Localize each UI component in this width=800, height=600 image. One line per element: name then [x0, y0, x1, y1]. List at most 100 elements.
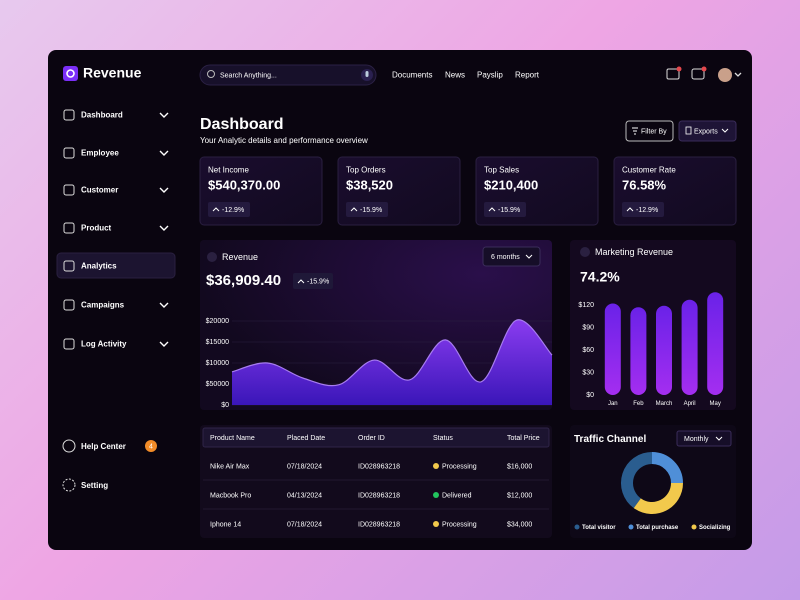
chat-icon[interactable]	[691, 68, 705, 80]
status-dot	[433, 521, 439, 527]
metric-value: $210,400	[484, 177, 538, 192]
metric-label: Net Income	[208, 166, 249, 175]
nav-icon	[63, 147, 75, 159]
traffic-period: Monthly	[684, 436, 709, 443]
traffic-panel	[570, 425, 736, 538]
export-label: Exports	[694, 128, 718, 135]
x-tick-label: May	[710, 401, 721, 407]
traffic-period-button[interactable]	[676, 430, 732, 447]
metric-badge	[346, 202, 388, 217]
logo	[63, 66, 78, 81]
nav-chevron	[159, 187, 169, 193]
page-subtitle: Your Analytic details and performance ov…	[200, 136, 368, 145]
donut-segment	[621, 452, 653, 509]
revenue-change: -15.9%	[307, 278, 329, 285]
y-tick-label: $60	[582, 347, 594, 354]
revenue-total: $36,909.40	[206, 272, 281, 289]
metric-value: $38,520	[346, 177, 393, 192]
mic-icon	[365, 71, 369, 77]
nav-label[interactable]: Analytics	[81, 262, 117, 271]
nav-label[interactable]: Customer	[81, 186, 118, 195]
help-icon	[62, 439, 76, 453]
nav-icon	[63, 222, 75, 234]
nav-label[interactable]: Dashboard	[81, 111, 123, 120]
nav-chevron	[159, 112, 169, 118]
x-tick-label: March	[656, 401, 673, 407]
table-cell: Delivered	[442, 492, 472, 499]
table-header-cell: Total Price	[507, 435, 540, 442]
nav-label[interactable]: Product	[81, 224, 112, 233]
top-link[interactable]: News	[445, 71, 465, 80]
metric-badge	[208, 202, 250, 217]
revenue-title: Revenue	[222, 252, 258, 262]
table-header-cell: Order ID	[358, 435, 385, 442]
metric-value: $540,370.00	[208, 177, 280, 192]
nav-icon	[63, 109, 75, 121]
search-box[interactable]	[199, 64, 377, 86]
avatar-chevron	[734, 72, 742, 77]
y-tick-label: $120	[578, 302, 594, 309]
metric-change: -12.9%	[222, 207, 244, 214]
table-cell: $12,000	[507, 492, 532, 499]
avatar[interactable]	[718, 68, 732, 82]
table-cell: ID028963218	[358, 463, 400, 470]
traffic-period-chevron	[715, 436, 723, 441]
legend-swatch	[628, 524, 634, 530]
y-tick-label: $30	[582, 369, 594, 376]
table-cell: Iphone 14	[210, 521, 241, 528]
page-title: Dashboard	[200, 116, 284, 133]
period-button[interactable]	[482, 246, 541, 267]
revenue-line	[231, 319, 553, 387]
table-cell: $16,000	[507, 463, 532, 470]
table-cell: 04/13/2024	[287, 492, 322, 499]
x-tick-label: Jan	[608, 401, 618, 407]
export-button[interactable]	[678, 120, 737, 142]
bar	[681, 299, 698, 395]
metric-label: Top Sales	[484, 166, 519, 175]
table-cell: ID028963218	[358, 492, 400, 499]
nav-icon	[63, 338, 75, 350]
nav-chevron	[159, 225, 169, 231]
nav-icon	[63, 260, 75, 272]
mail-icon[interactable]	[666, 68, 680, 80]
mail-badge	[676, 66, 682, 72]
nav-chevron	[159, 150, 169, 156]
search-icon	[207, 70, 215, 78]
y-tick-label: $10000	[206, 360, 229, 367]
nav-label[interactable]: Log Activity	[81, 340, 127, 349]
status-dot	[433, 463, 439, 469]
metric-label: Top Orders	[346, 166, 386, 175]
help-badge-bg	[145, 440, 157, 452]
orders-panel	[200, 425, 552, 538]
top-link[interactable]: Documents	[392, 71, 432, 80]
nav-label[interactable]: Employee	[81, 149, 119, 158]
top-link[interactable]: Payslip	[477, 71, 503, 80]
y-tick-label: $90	[582, 324, 594, 331]
table-cell: 07/18/2024	[287, 463, 322, 470]
table-header-cell: Status	[433, 435, 453, 442]
donut-segment	[633, 482, 683, 514]
x-tick-label: April	[684, 401, 696, 407]
top-link[interactable]: Report	[515, 71, 540, 80]
y-tick-label: $0	[586, 392, 594, 399]
bar	[604, 303, 621, 395]
metric-badge	[622, 202, 664, 217]
table-header-cell: Placed Date	[287, 435, 325, 442]
x-tick-label: Feb	[633, 401, 644, 407]
export-chevron	[721, 128, 729, 133]
traffic-title: Traffic Channel	[574, 434, 646, 445]
filter-button[interactable]	[625, 120, 674, 142]
help-badge: 4	[149, 443, 153, 450]
y-tick-label: $0	[221, 402, 229, 409]
table-cell: Nike Air Max	[210, 463, 250, 470]
legend-swatch	[574, 524, 580, 530]
setting-label[interactable]: Setting	[81, 481, 108, 490]
nav-label[interactable]: Campaigns	[81, 301, 125, 310]
table-cell: Macbook Pro	[210, 492, 251, 499]
legend-label: Socializing	[699, 525, 731, 531]
metric-arrow	[350, 207, 358, 212]
help-label[interactable]: Help Center	[81, 442, 126, 451]
bar	[707, 292, 724, 395]
status-dot	[433, 492, 439, 498]
